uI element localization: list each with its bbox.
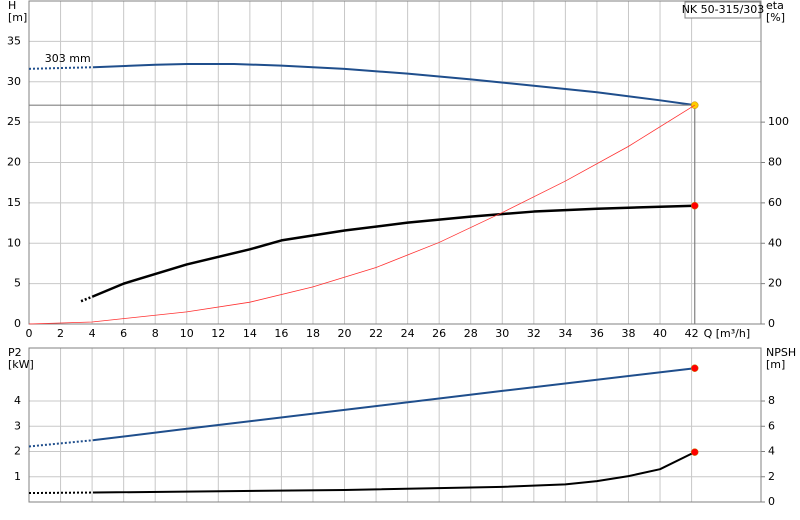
x-tick-label: 6 — [120, 327, 127, 340]
y2-tick-label: 6 — [768, 419, 775, 432]
x-tick-label: 8 — [152, 327, 159, 340]
y2-axis-unit: [m] — [766, 358, 785, 371]
chart-title: NK 50-315/303 — [682, 3, 765, 16]
curve — [28, 104, 695, 325]
plot-frame — [28, 347, 762, 503]
operating-point — [690, 448, 699, 456]
x-tick-label: 2 — [57, 327, 64, 340]
x-tick-label: 18 — [306, 327, 320, 340]
y2-tick-label: 8 — [768, 394, 775, 407]
y2-axis-unit: [%] — [766, 11, 785, 24]
y2-tick-label: 60 — [768, 196, 782, 209]
x-tick-label: 14 — [243, 327, 257, 340]
x-tick-label: 26 — [432, 327, 446, 340]
x-tick-label: 32 — [527, 327, 541, 340]
y2-axis-label: eta — [766, 0, 784, 12]
operating-point — [690, 101, 699, 109]
x-tick-label: 42 — [685, 327, 699, 340]
y-tick-label: 25 — [7, 115, 21, 128]
y-axis-unit: [m] — [8, 11, 27, 24]
x-tick-label: 12 — [211, 327, 225, 340]
curve — [28, 451, 696, 495]
y2-tick-label: 0 — [768, 495, 775, 508]
y-tick-label: 2 — [14, 445, 21, 458]
curve — [80, 204, 695, 303]
y-tick-label: 30 — [7, 75, 21, 88]
y-tick-label: 35 — [7, 34, 21, 47]
curve — [28, 62, 695, 107]
title-box — [684, 1, 761, 19]
y2-tick-label: 100 — [768, 115, 789, 128]
x-tick-label: 40 — [653, 327, 667, 340]
y2-tick-label: 40 — [768, 236, 782, 249]
y-tick-label: 4 — [14, 394, 21, 407]
x-tick-label: 28 — [464, 327, 478, 340]
curve-annotation: 303 mm — [45, 52, 91, 65]
x-tick-label: 36 — [590, 327, 604, 340]
y-axis-unit: [kW] — [8, 358, 34, 371]
y2-tick-label: 20 — [768, 277, 782, 290]
y2-tick-label: 4 — [768, 445, 775, 458]
curve — [28, 367, 695, 448]
plot-frame — [28, 0, 762, 325]
y2-tick-label: 80 — [768, 156, 782, 169]
y-tick-label: 1 — [14, 470, 21, 483]
y-tick-label: 20 — [7, 156, 21, 169]
y-tick-label: 3 — [14, 419, 21, 432]
plot-area — [29, 348, 761, 502]
y2-axis-label: NPSH — [766, 346, 796, 359]
y-tick-label: 5 — [14, 277, 21, 290]
y-tick-label: 10 — [7, 236, 21, 249]
x-tick-label: 4 — [89, 327, 96, 340]
x-tick-label: 20 — [338, 327, 352, 340]
x-tick-label: 34 — [558, 327, 572, 340]
x-tick-label: 16 — [274, 327, 288, 340]
y2-tick-label: 2 — [768, 470, 775, 483]
operating-point — [690, 364, 699, 372]
x-tick-label: 24 — [401, 327, 415, 340]
y2-tick-label: 0 — [768, 317, 775, 330]
x-tick-label: 0 — [26, 327, 33, 340]
y-axis-label: P2 — [8, 346, 22, 359]
y-axis-label: H — [8, 0, 16, 12]
y-tick-label: 0 — [14, 317, 21, 330]
x-tick-label: 38 — [621, 327, 635, 340]
x-axis-label: Q [m³/h] — [704, 327, 751, 340]
x-tick-label: 10 — [180, 327, 194, 340]
x-tick-label: 30 — [495, 327, 509, 340]
x-tick-label: 22 — [369, 327, 383, 340]
operating-point — [690, 201, 699, 210]
y-tick-label: 15 — [7, 196, 21, 209]
